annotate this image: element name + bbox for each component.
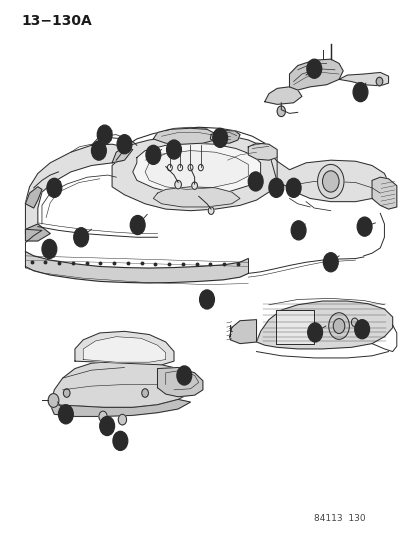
- Polygon shape: [256, 301, 392, 349]
- Circle shape: [306, 59, 321, 78]
- Circle shape: [328, 313, 349, 340]
- Text: 14: 14: [214, 133, 225, 142]
- Circle shape: [117, 135, 132, 154]
- Text: 11: 11: [43, 245, 55, 254]
- Circle shape: [322, 171, 338, 192]
- Circle shape: [307, 323, 322, 342]
- Circle shape: [142, 389, 148, 397]
- Polygon shape: [248, 143, 276, 160]
- Circle shape: [63, 389, 70, 397]
- Circle shape: [212, 128, 227, 148]
- Polygon shape: [268, 152, 388, 201]
- Polygon shape: [25, 144, 124, 233]
- Polygon shape: [75, 332, 173, 365]
- Polygon shape: [157, 368, 202, 397]
- Circle shape: [351, 318, 357, 327]
- Polygon shape: [229, 320, 256, 344]
- Text: 18: 18: [270, 183, 281, 192]
- Text: 19: 19: [60, 410, 71, 419]
- Circle shape: [191, 182, 197, 189]
- Text: 2: 2: [150, 150, 156, 159]
- Polygon shape: [25, 224, 50, 241]
- Text: 20: 20: [101, 422, 113, 431]
- Text: 7: 7: [357, 87, 363, 96]
- Text: 17: 17: [99, 130, 110, 139]
- Text: 9: 9: [290, 183, 296, 192]
- Circle shape: [174, 180, 181, 189]
- Circle shape: [100, 416, 114, 435]
- Circle shape: [48, 393, 59, 407]
- Circle shape: [91, 141, 106, 160]
- Circle shape: [356, 217, 371, 236]
- Polygon shape: [145, 151, 248, 189]
- Circle shape: [176, 366, 191, 385]
- Text: 84113  130: 84113 130: [313, 514, 365, 523]
- Polygon shape: [371, 177, 396, 209]
- Polygon shape: [25, 187, 42, 208]
- Polygon shape: [153, 128, 215, 144]
- Polygon shape: [50, 399, 190, 416]
- Text: 5: 5: [252, 177, 258, 186]
- Polygon shape: [153, 187, 240, 207]
- Circle shape: [99, 411, 107, 422]
- Polygon shape: [50, 361, 194, 407]
- Text: 13−130A: 13−130A: [21, 14, 92, 28]
- Text: 9: 9: [358, 325, 364, 334]
- Circle shape: [130, 215, 145, 235]
- Circle shape: [276, 106, 285, 117]
- Text: 3: 3: [204, 295, 209, 304]
- Circle shape: [290, 221, 305, 240]
- Text: 8: 8: [311, 328, 317, 337]
- Polygon shape: [133, 143, 260, 195]
- Text: 9: 9: [96, 146, 102, 155]
- Circle shape: [323, 253, 337, 272]
- Text: 15: 15: [358, 222, 370, 231]
- Circle shape: [354, 320, 369, 339]
- Polygon shape: [112, 147, 133, 163]
- Text: 7: 7: [181, 371, 187, 380]
- Circle shape: [118, 414, 126, 425]
- Circle shape: [58, 405, 73, 424]
- Polygon shape: [210, 131, 240, 143]
- Circle shape: [199, 290, 214, 309]
- Text: 21: 21: [114, 437, 126, 446]
- Polygon shape: [83, 337, 165, 362]
- Circle shape: [113, 431, 128, 450]
- Circle shape: [285, 178, 300, 197]
- Circle shape: [74, 228, 88, 247]
- Circle shape: [268, 178, 283, 197]
- Circle shape: [248, 172, 263, 191]
- Circle shape: [97, 125, 112, 144]
- Circle shape: [332, 319, 344, 334]
- Circle shape: [317, 165, 343, 198]
- Polygon shape: [289, 59, 342, 90]
- Text: 13: 13: [119, 140, 130, 149]
- Polygon shape: [338, 72, 388, 86]
- Text: 22: 22: [132, 221, 143, 230]
- Text: 16: 16: [292, 226, 304, 235]
- Polygon shape: [25, 252, 248, 283]
- Text: 12: 12: [49, 183, 60, 192]
- Polygon shape: [112, 133, 276, 211]
- Circle shape: [208, 207, 214, 214]
- Text: 10: 10: [324, 258, 336, 266]
- Circle shape: [47, 178, 62, 197]
- Text: 4: 4: [171, 145, 176, 154]
- Polygon shape: [264, 87, 301, 104]
- Text: 1: 1: [78, 233, 84, 242]
- Text: 6: 6: [311, 64, 316, 73]
- Circle shape: [352, 83, 367, 102]
- Circle shape: [375, 77, 382, 86]
- Circle shape: [166, 140, 181, 159]
- Circle shape: [42, 239, 57, 259]
- Circle shape: [145, 146, 160, 165]
- Polygon shape: [275, 310, 313, 344]
